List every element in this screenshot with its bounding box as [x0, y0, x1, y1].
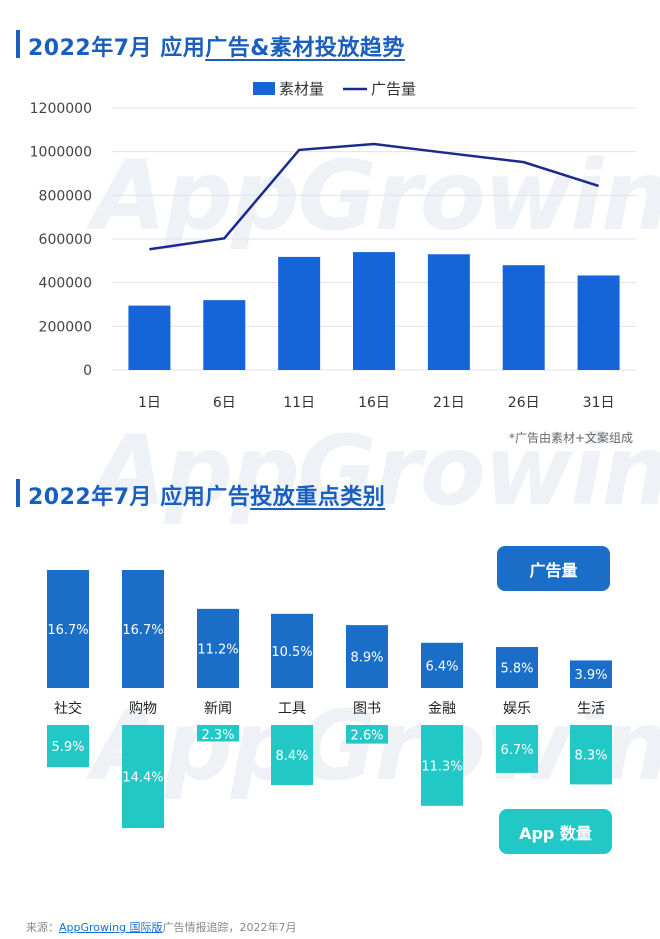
bar-素材量	[577, 275, 620, 370]
bar-App 数量	[496, 725, 538, 773]
legend-label-bar: 素材量	[279, 80, 324, 98]
bar-广告量	[47, 570, 89, 688]
y-tick-label: 400000	[39, 276, 92, 292]
bar-素材量	[353, 252, 395, 370]
legend-swatch-bar	[253, 82, 275, 95]
category-label: 新闻	[204, 701, 232, 717]
data-label: 10.5%	[271, 645, 312, 660]
x-tick-label: 6日	[213, 395, 236, 411]
category-label: 购物	[129, 701, 157, 717]
category-label: 图书	[353, 701, 381, 717]
data-label: 16.7%	[47, 623, 88, 638]
bar-素材量	[502, 265, 545, 370]
category-label: 金融	[428, 701, 456, 717]
x-tick-label: 16日	[358, 395, 390, 411]
line-广告量	[149, 142, 599, 251]
data-label: 5.8%	[500, 662, 533, 677]
bar-App 数量	[47, 725, 89, 768]
bar-广告量	[570, 660, 612, 688]
app-count-pill-label: App 数量	[519, 823, 592, 843]
x-tick-label: 26日	[508, 395, 540, 411]
bar-广告量	[271, 613, 313, 688]
bar-App 数量	[421, 725, 463, 806]
bar-素材量	[203, 300, 246, 370]
chart2-title-underlined: 投放重点类别	[250, 485, 386, 510]
bar-广告量	[346, 625, 388, 688]
category-label: 娱乐	[503, 701, 531, 717]
data-label: 14.4%	[122, 771, 163, 786]
trend-chart: 0 200000 400000 600000 800000 1000000 1200000 1…	[30, 80, 636, 445]
chart2-title: 2022年7月 应用广告投放重点类别	[28, 479, 385, 511]
y-tick-label: 1000000	[30, 145, 92, 161]
ad-volume-pill-label: 广告量	[529, 560, 578, 580]
data-label: 11.3%	[421, 759, 462, 774]
bar-素材量	[278, 256, 321, 370]
chart1-title-underlined: 广告&素材投放趋势	[205, 36, 405, 61]
bar-App 数量	[271, 725, 313, 786]
chart-note: *广告由素材+文案组成	[509, 430, 633, 445]
source-footer: 来源：AppGrowing 国际版广告情报追踪，2022年7月	[26, 919, 297, 935]
data-label: 5.9%	[51, 740, 84, 755]
chart1-title-prefix: 2022年7月 应用	[28, 36, 206, 61]
data-label: 8.4%	[275, 749, 308, 764]
bar-App 数量	[122, 725, 164, 828]
data-label: 11.2%	[197, 642, 238, 657]
ad-volume-pill: 广告量	[497, 546, 610, 591]
section-marker-1	[16, 30, 20, 58]
legend-label-line: 广告量	[371, 80, 416, 98]
data-label: 8.9%	[350, 651, 383, 666]
bar-广告量	[496, 647, 538, 688]
footer-link[interactable]: AppGrowing 国际版	[59, 921, 163, 934]
data-label: 2.6%	[350, 728, 383, 743]
bar-广告量	[421, 642, 463, 688]
category-label: 生活	[577, 701, 605, 717]
bar-广告量	[197, 608, 239, 688]
bar-App 数量	[346, 725, 388, 744]
chart2-title-prefix: 2022年7月 应用广告	[28, 485, 251, 510]
y-tick-label: 800000	[39, 188, 92, 204]
y-tick-label: 200000	[39, 319, 92, 335]
app-count-pill: App 数量	[499, 809, 612, 854]
data-label: 16.7%	[122, 623, 163, 638]
y-tick-label: 0	[83, 363, 92, 379]
category-label: 工具	[278, 701, 306, 717]
x-tick-label: 31日	[583, 395, 615, 411]
data-label: 8.3%	[574, 749, 607, 764]
section-marker-2	[16, 479, 20, 507]
y-tick-label: 600000	[39, 232, 92, 248]
data-label: 6.4%	[425, 659, 458, 674]
y-tick-label: 1200000	[30, 101, 92, 117]
bar-素材量	[128, 305, 171, 370]
x-tick-label: 1日	[138, 395, 161, 411]
data-label: 3.9%	[574, 668, 607, 683]
category-label: 社交	[54, 700, 82, 717]
x-tick-label: 21日	[433, 395, 465, 411]
bar-App 数量	[570, 725, 612, 785]
footer-prefix: 来源：	[26, 921, 59, 934]
data-label: 2.3%	[201, 728, 234, 743]
bar-广告量	[122, 570, 164, 688]
x-tick-label: 11日	[283, 395, 315, 411]
bar-素材量	[427, 254, 470, 370]
category-chart: 16.7% 社交 5.9% 16.7% 购物 14.4% 11.2% 新闻 2.3% 10.5% 工…	[47, 570, 612, 828]
footer-suffix: 广告情报追踪，2022年7月	[162, 921, 297, 934]
chart1-title: 2022年7月 应用广告&素材投放趋势	[28, 30, 405, 62]
bar-App 数量	[197, 725, 239, 742]
data-label: 6.7%	[500, 743, 533, 758]
